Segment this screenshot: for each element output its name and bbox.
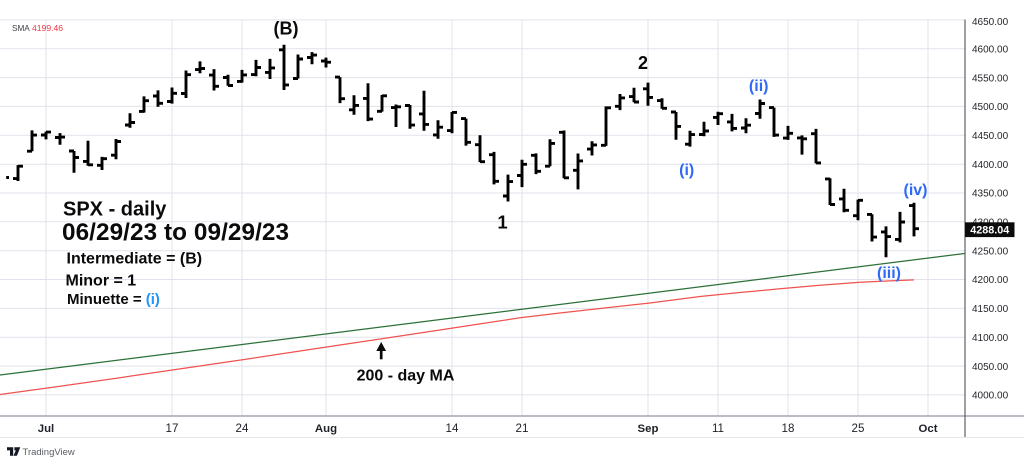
svg-text:4600.00: 4600.00 (972, 45, 1009, 56)
svg-text:(i): (i) (679, 162, 694, 179)
svg-text:Aug: Aug (315, 423, 337, 435)
svg-text:4400.00: 4400.00 (972, 160, 1009, 171)
svg-text:4200.00: 4200.00 (972, 275, 1009, 286)
svg-text:4100.00: 4100.00 (972, 333, 1009, 344)
svg-text:4650.00: 4650.00 (972, 17, 1009, 28)
svg-text:Minuette = (i): Minuette = (i) (67, 291, 160, 308)
svg-text:Minor = 1: Minor = 1 (66, 273, 137, 290)
svg-text:4550.00: 4550.00 (972, 73, 1009, 84)
svg-text:(iii): (iii) (877, 265, 901, 282)
svg-text:Sep: Sep (638, 423, 659, 435)
svg-text:1: 1 (497, 211, 507, 232)
svg-text:4350.00: 4350.00 (972, 189, 1009, 200)
svg-text:21: 21 (516, 422, 529, 435)
svg-text:(B): (B) (274, 19, 299, 39)
svg-text:SPX - daily: SPX - daily (63, 199, 167, 221)
svg-text:4150.00: 4150.00 (972, 304, 1009, 315)
svg-text:18: 18 (782, 422, 795, 435)
svg-text:11: 11 (712, 422, 724, 435)
svg-text:4050.00: 4050.00 (972, 362, 1009, 373)
svg-text:17: 17 (166, 422, 179, 435)
svg-text:200 - day MA: 200 - day MA (357, 368, 455, 385)
svg-text:4199.46: 4199.46 (32, 23, 63, 33)
svg-text:(ii): (ii) (749, 78, 769, 95)
svg-text:4250.00: 4250.00 (972, 246, 1009, 257)
svg-text:06/29/23 to 09/29/23: 06/29/23 to 09/29/23 (62, 219, 289, 246)
svg-text:(iv): (iv) (904, 182, 928, 199)
svg-text:4288.04: 4288.04 (970, 225, 1009, 237)
svg-text:24: 24 (236, 422, 249, 435)
svg-text:4000.00: 4000.00 (972, 391, 1009, 402)
svg-text:SMA: SMA (12, 24, 30, 33)
svg-text:Oct: Oct (919, 423, 938, 435)
svg-text:Intermediate = (B): Intermediate = (B) (67, 251, 203, 268)
svg-text:14: 14 (446, 422, 459, 435)
svg-text:Jul: Jul (38, 423, 54, 435)
svg-text:4450.00: 4450.00 (972, 131, 1009, 142)
svg-text:2: 2 (638, 53, 648, 73)
svg-text:25: 25 (852, 422, 865, 435)
svg-text:4500.00: 4500.00 (972, 102, 1009, 113)
svg-text:TradingView: TradingView (23, 447, 75, 458)
